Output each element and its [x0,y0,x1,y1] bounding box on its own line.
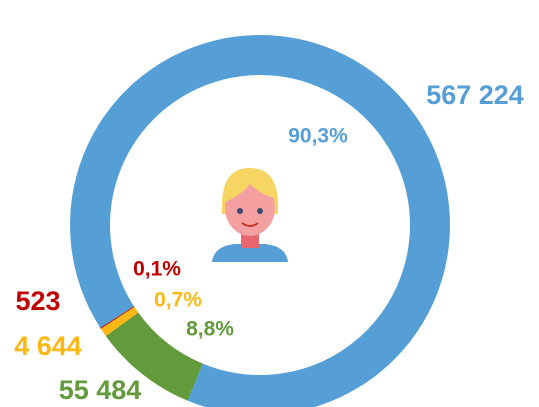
share-label: 90,3% [288,125,348,148]
value-label: 4 644 [14,331,82,361]
donut-segment [100,306,135,329]
donut-segment [100,306,139,337]
value-label: 55 484 [59,375,142,405]
person-icon [212,168,288,262]
donut-segment [105,312,203,401]
value-label: 567 224 [426,80,524,110]
share-label: 0,7% [154,289,202,312]
share-label: 0,1% [133,258,181,281]
value-label: 523 [15,286,60,316]
share-label: 8,8% [186,318,234,341]
